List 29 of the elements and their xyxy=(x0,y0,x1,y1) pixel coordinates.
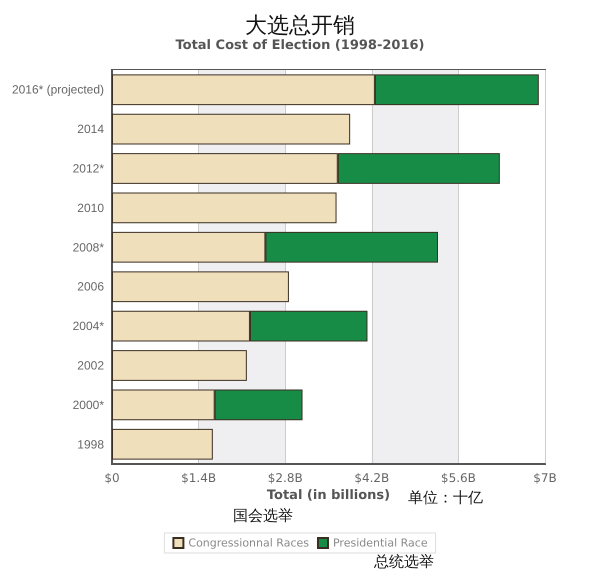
y-tick-label: 2006 xyxy=(77,280,104,294)
chart-subtitle: Total Cost of Election (1998-2016) xyxy=(176,38,424,53)
legend-label: Presidential Race xyxy=(332,536,428,550)
y-tick-label: 2004* xyxy=(72,319,104,334)
x-axis-title: Total (in billions) xyxy=(266,488,390,503)
text: 单位：十亿 xyxy=(408,488,483,506)
bar xyxy=(112,192,337,224)
y-tick-label: 2002 xyxy=(77,358,104,372)
x-tick-label: $1.4B xyxy=(181,471,216,485)
x-tick-label: $7B xyxy=(533,471,557,485)
x-tick-label: $5.6B xyxy=(440,471,476,485)
text: 总统选举 xyxy=(373,552,434,570)
y-tick-label: 2010 xyxy=(77,200,104,215)
y-tick-label: 2016* (projected) xyxy=(12,82,104,97)
chart-title: 大选总开销 xyxy=(245,14,355,38)
bar xyxy=(112,114,350,144)
y-tick-label: 2000* xyxy=(72,398,104,412)
y-tick-label: 1998 xyxy=(77,437,104,452)
y-tick-label: 2012* xyxy=(72,162,104,176)
x-tick-label: $2.8B xyxy=(268,471,303,485)
x-tick-label: $0 xyxy=(104,471,120,485)
y-tick-label: 2008* xyxy=(72,240,104,254)
bar xyxy=(112,271,289,302)
x-tick-label: $4.2B xyxy=(354,471,390,485)
text: 国会选举 xyxy=(233,506,293,524)
bar xyxy=(112,350,247,381)
legend-label: Congressionnal Races xyxy=(188,536,310,550)
bar xyxy=(112,428,213,460)
y-tick-label: 2014 xyxy=(77,122,104,136)
